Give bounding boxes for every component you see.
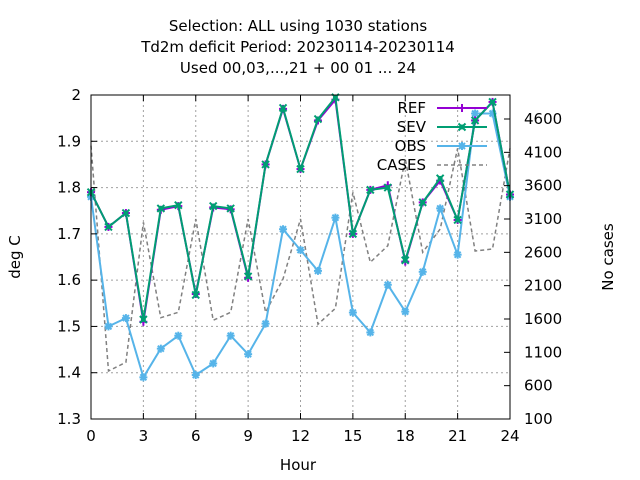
data-point-obs — [331, 213, 340, 222]
data-point-sev — [278, 103, 288, 113]
y-tick-label: 1.7 — [57, 225, 81, 243]
data-point-obs — [139, 373, 148, 382]
y2-tick-label: 4600 — [524, 110, 562, 128]
data-point-sev — [470, 116, 480, 125]
data-point-sev — [156, 204, 166, 213]
data-point-obs — [104, 322, 113, 331]
data-point-sev — [191, 290, 200, 300]
data-point-obs — [418, 267, 427, 276]
y-axis-label: deg C — [6, 235, 24, 279]
data-point-sev — [348, 229, 358, 239]
data-point-obs — [471, 109, 480, 118]
data-point-obs — [436, 204, 445, 213]
data-point-obs — [174, 331, 183, 340]
x-axis-label: Hour — [280, 456, 317, 474]
x-tick-label: 9 — [243, 427, 253, 445]
data-point-sev — [104, 222, 113, 232]
y-tick-label: 1.4 — [57, 364, 81, 382]
y2-tick-label: 4100 — [524, 143, 562, 161]
data-point-obs — [401, 307, 410, 316]
x-tick-label: 24 — [500, 427, 519, 445]
x-tick-label: 3 — [139, 427, 149, 445]
chart-title-line-1: Selection: ALL using 1030 stations — [169, 17, 428, 35]
y2-axis-label: No cases — [599, 223, 617, 291]
data-point-obs — [226, 331, 235, 340]
data-point-sev — [296, 164, 305, 174]
legend-label-obs: OBS — [395, 137, 426, 155]
data-point-sev — [488, 97, 497, 107]
data-point-obs — [383, 280, 392, 289]
x-tick-label: 15 — [343, 427, 362, 445]
x-tick-label: 21 — [448, 427, 467, 445]
legend-marker-sev — [457, 122, 467, 132]
chart-title-line-2: Td2m deficit Period: 20230114-20230114 — [140, 38, 455, 56]
data-point-sev — [383, 183, 392, 192]
legend-marker-ref — [458, 104, 466, 112]
x-tick-label: 6 — [191, 427, 201, 445]
y2-tick-label: 600 — [524, 377, 553, 395]
data-point-sev — [453, 215, 462, 225]
y2-tick-label: 2100 — [524, 277, 562, 295]
y-tick-label: 1.8 — [57, 179, 81, 197]
data-point-obs — [156, 344, 165, 353]
data-point-sev — [243, 272, 253, 281]
data-point-sev — [209, 201, 218, 211]
x-tick-label: 0 — [86, 427, 96, 445]
data-point-obs — [366, 328, 375, 337]
legend-label-ref: REF — [397, 99, 426, 117]
data-point-sev — [313, 114, 323, 124]
x-tick-label: 18 — [396, 427, 415, 445]
y2-tick-label: 3100 — [524, 210, 562, 228]
data-point-sev — [139, 315, 148, 324]
series-line-cases — [90, 145, 511, 373]
data-point-sev — [174, 200, 183, 210]
y2-tick-label: 3600 — [524, 177, 562, 195]
legend-marker-obs — [458, 142, 466, 150]
data-point-sev — [401, 256, 410, 265]
data-point-obs — [348, 308, 357, 317]
y2-tick-label: 1600 — [524, 310, 562, 328]
legend-label-sev: SEV — [397, 118, 427, 136]
y2-tick-label: 1100 — [524, 343, 562, 361]
y-tick-label: 1.6 — [57, 271, 81, 289]
data-point-obs — [191, 371, 200, 380]
data-point-obs — [296, 246, 305, 255]
data-point-obs — [209, 359, 218, 368]
y-tick-label: 1.9 — [57, 132, 81, 150]
data-point-sev — [366, 185, 375, 195]
y2-tick-label: 100 — [524, 410, 553, 428]
data-point-obs — [279, 225, 288, 234]
data-point-sev — [261, 160, 270, 169]
y2-tick-label: 2600 — [524, 243, 562, 261]
data-point-sev — [226, 204, 235, 213]
data-point-obs — [453, 250, 462, 259]
legend-label-cases: CASES — [377, 156, 426, 174]
data-point-sev — [121, 208, 131, 218]
series-layer — [86, 93, 515, 382]
axis-ticks: 0 3 6 9 12 15 18 21 241.31.41.51.61.71.81.921006… — [57, 86, 562, 445]
y-tick-label: 2 — [71, 86, 81, 104]
data-point-obs — [313, 266, 322, 275]
x-tick-label: 12 — [291, 427, 310, 445]
data-point-obs — [121, 314, 130, 323]
y-tick-label: 1.3 — [57, 410, 81, 428]
data-point-obs — [261, 319, 270, 328]
data-point-sev — [418, 198, 427, 207]
chart-title-line-3: Used 00,03,...,21 + 00 01 ... 24 — [180, 59, 416, 77]
data-point-obs — [244, 350, 253, 359]
y-tick-label: 1.5 — [57, 317, 81, 335]
data-point-sev — [435, 174, 445, 183]
